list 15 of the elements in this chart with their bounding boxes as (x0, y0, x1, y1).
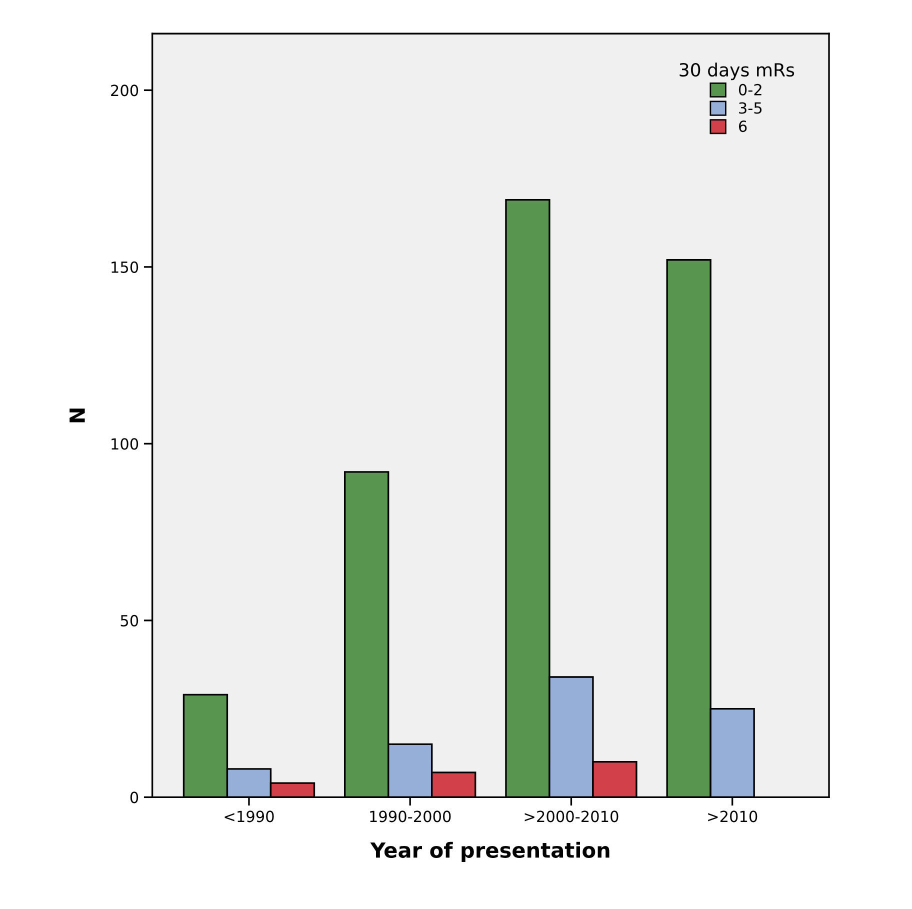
legend-title: 30 days mRs (680, 62, 794, 80)
legend-label: 0-2 (738, 84, 762, 96)
legend-label: 3-5 (739, 102, 762, 114)
x-tick-label: >2010 (708, 810, 758, 822)
y-axis-title: N (70, 408, 85, 422)
x-axis-title: Year of presentation (370, 842, 610, 862)
y-tick-label: 0 (130, 792, 138, 804)
x-tick-label: <1990 (224, 810, 274, 822)
y-tick-label: 150 (112, 261, 138, 273)
y-tick-label: 50 (120, 614, 138, 626)
x-tick-label: 1990-2000 (370, 810, 451, 822)
y-tick-label: 200 (111, 84, 138, 96)
y-tick-label: 100 (112, 438, 138, 450)
x-tick-label: >2000-2010 (524, 810, 618, 822)
legend-label: 6 (738, 120, 747, 132)
